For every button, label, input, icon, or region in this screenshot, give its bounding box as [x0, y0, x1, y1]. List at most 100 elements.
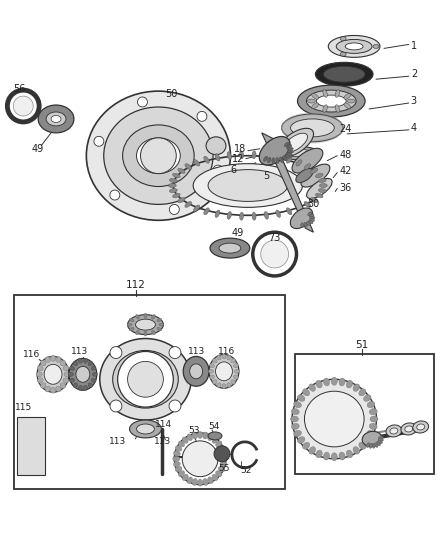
Text: 113: 113 [109, 438, 126, 446]
Circle shape [13, 96, 33, 116]
Ellipse shape [268, 157, 271, 163]
Ellipse shape [192, 479, 198, 486]
Ellipse shape [336, 39, 372, 53]
Text: 54: 54 [208, 423, 219, 432]
Ellipse shape [318, 189, 326, 192]
Ellipse shape [209, 354, 239, 388]
Ellipse shape [210, 375, 215, 379]
Text: 6: 6 [230, 165, 236, 175]
Ellipse shape [262, 146, 319, 160]
Ellipse shape [208, 369, 214, 373]
Ellipse shape [316, 95, 346, 107]
Ellipse shape [286, 156, 292, 163]
Ellipse shape [285, 155, 290, 158]
Ellipse shape [366, 443, 370, 448]
Ellipse shape [203, 479, 208, 486]
Ellipse shape [353, 447, 360, 454]
Ellipse shape [129, 327, 134, 331]
Ellipse shape [346, 450, 353, 458]
Ellipse shape [335, 90, 340, 98]
Ellipse shape [276, 154, 281, 161]
Ellipse shape [339, 452, 345, 460]
Ellipse shape [219, 243, 241, 253]
Ellipse shape [240, 212, 244, 220]
Ellipse shape [50, 387, 56, 393]
Ellipse shape [292, 379, 377, 459]
Ellipse shape [367, 401, 375, 408]
Ellipse shape [272, 158, 275, 164]
Ellipse shape [378, 438, 383, 441]
Ellipse shape [104, 107, 213, 204]
Circle shape [118, 351, 173, 407]
Ellipse shape [76, 366, 90, 382]
Ellipse shape [413, 421, 429, 433]
Bar [17, 417, 45, 475]
Ellipse shape [178, 198, 185, 203]
Ellipse shape [204, 156, 209, 163]
Ellipse shape [45, 357, 50, 362]
Ellipse shape [234, 369, 240, 373]
Text: 49: 49 [232, 228, 244, 238]
Ellipse shape [135, 319, 155, 330]
Ellipse shape [276, 210, 281, 217]
Ellipse shape [129, 318, 134, 322]
Ellipse shape [69, 358, 97, 390]
Ellipse shape [185, 164, 191, 169]
Ellipse shape [369, 443, 372, 448]
Ellipse shape [310, 219, 314, 222]
Ellipse shape [227, 152, 231, 159]
Ellipse shape [367, 430, 375, 437]
Ellipse shape [297, 85, 365, 117]
Ellipse shape [173, 456, 180, 461]
Ellipse shape [60, 383, 66, 389]
Ellipse shape [163, 99, 168, 102]
Ellipse shape [56, 386, 61, 392]
Ellipse shape [206, 137, 226, 155]
Ellipse shape [212, 359, 217, 363]
Ellipse shape [364, 395, 371, 401]
Text: 113: 113 [71, 347, 88, 356]
Text: 113: 113 [155, 438, 172, 446]
Ellipse shape [175, 466, 182, 472]
Ellipse shape [284, 142, 290, 147]
Text: 2: 2 [411, 69, 417, 79]
Ellipse shape [63, 366, 69, 371]
Ellipse shape [290, 208, 313, 229]
Ellipse shape [157, 318, 162, 322]
Ellipse shape [144, 313, 147, 318]
Circle shape [169, 400, 181, 412]
Ellipse shape [310, 216, 315, 219]
Ellipse shape [136, 330, 139, 335]
Ellipse shape [303, 389, 310, 396]
Ellipse shape [100, 338, 191, 420]
Ellipse shape [127, 323, 132, 326]
Ellipse shape [283, 156, 287, 161]
Ellipse shape [144, 331, 147, 336]
Ellipse shape [91, 378, 96, 383]
Ellipse shape [157, 327, 162, 331]
Text: 48: 48 [339, 150, 351, 160]
Ellipse shape [323, 90, 327, 98]
Circle shape [261, 240, 289, 268]
Ellipse shape [291, 423, 299, 430]
Ellipse shape [312, 94, 318, 99]
Ellipse shape [286, 208, 292, 215]
Text: 30: 30 [307, 199, 320, 209]
Text: 113: 113 [188, 347, 205, 356]
Ellipse shape [220, 462, 227, 466]
Ellipse shape [212, 474, 218, 481]
Ellipse shape [369, 409, 377, 415]
Ellipse shape [323, 66, 365, 82]
Text: 115: 115 [15, 402, 32, 411]
Ellipse shape [91, 366, 96, 370]
Circle shape [94, 136, 104, 146]
Ellipse shape [294, 430, 301, 437]
Ellipse shape [215, 154, 220, 161]
Ellipse shape [370, 416, 378, 422]
Ellipse shape [170, 179, 177, 182]
Ellipse shape [198, 431, 203, 439]
Ellipse shape [345, 43, 363, 50]
Ellipse shape [276, 158, 279, 164]
Ellipse shape [182, 437, 188, 443]
Ellipse shape [222, 354, 226, 359]
